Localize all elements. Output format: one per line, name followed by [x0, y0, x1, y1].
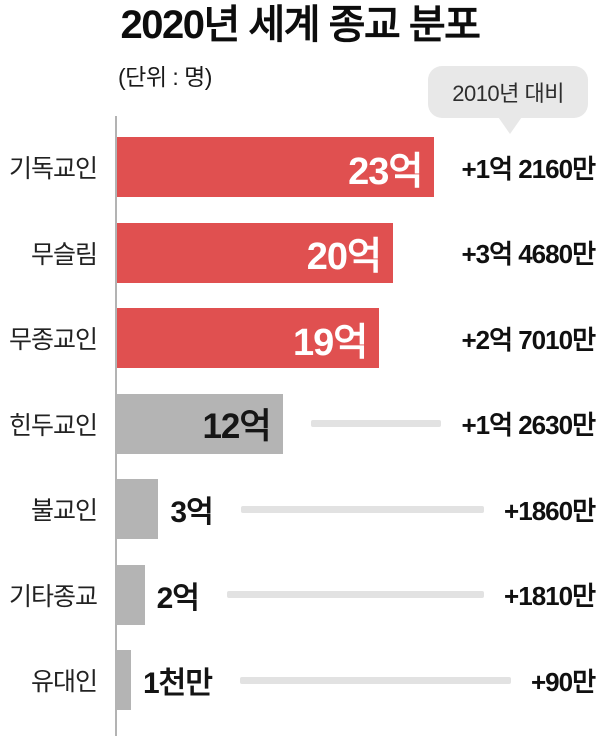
delta-label: +3억 4680만 [461, 239, 596, 269]
bar-value-label: 20억 [306, 236, 382, 278]
delta-label: +2억 7010만 [461, 324, 596, 355]
comparison-callout: 2010년 대비 [428, 66, 588, 134]
bar-value-label: 19억 [292, 321, 368, 364]
category-label: 기타종교 [8, 582, 98, 611]
bar: 23억 [117, 137, 435, 197]
connector-line [310, 420, 442, 427]
category-label: 무종교인 [8, 326, 98, 354]
connector-line [240, 505, 485, 513]
connector-line [226, 591, 485, 598]
bar: 20억 [117, 222, 393, 283]
y-axis-line [115, 116, 117, 736]
bar-value-label-outside: 1천만 [143, 667, 213, 700]
chart-row: 무종교인 19억 19억 +2억 7010만 [0, 308, 600, 368]
category-label: 무슬림 [30, 240, 98, 269]
category-label: 유대인 [30, 668, 98, 696]
bar-value-label-outside: 3억 [170, 496, 213, 529]
bar-value-label: 23억 [348, 150, 423, 193]
delta-label: +1억 2630만 [461, 410, 596, 440]
bar-value-label-outside: 2억 [156, 581, 200, 615]
category-label: 힌두교인 [8, 411, 98, 440]
page-title: 2020년 세계 종교 분포 [120, 3, 481, 47]
chart-row: 기타종교 2억 2억 +1810만 [0, 564, 600, 625]
chart-row: 유대인 1천만 1천만 +90만 [0, 650, 600, 710]
delta-label: +1860만 [504, 495, 596, 526]
chart-row: 기독교인 23억 23억 +1억 2160만 [0, 137, 600, 197]
bar: 19억 [117, 308, 380, 368]
comparison-callout-label: 2010년 대비 [452, 81, 564, 106]
bar: 3억 [117, 479, 159, 539]
callout-tail-pointer [496, 114, 525, 134]
delta-label: +1810만 [504, 581, 596, 611]
unit-label: (단위 : 명) [118, 64, 212, 90]
chart-row: 힌두교인 12억 12억 +1억 2630만 [0, 393, 600, 454]
chart-row: 무슬림 20억 20억 +3억 4680만 [0, 222, 600, 283]
bar: 2억 [117, 564, 145, 625]
chart-row: 불교인 3억 3억 +1860만 [0, 479, 600, 539]
delta-label: +90만 [530, 666, 596, 697]
category-label: 불교인 [30, 497, 98, 525]
connector-line [239, 676, 511, 684]
bar: 1천만 [117, 650, 131, 710]
category-label: 기독교인 [8, 155, 98, 183]
bar-value-label: 12억 [202, 407, 271, 446]
delta-label: +1억 2160만 [461, 153, 596, 184]
bar: 12억 [117, 393, 283, 454]
